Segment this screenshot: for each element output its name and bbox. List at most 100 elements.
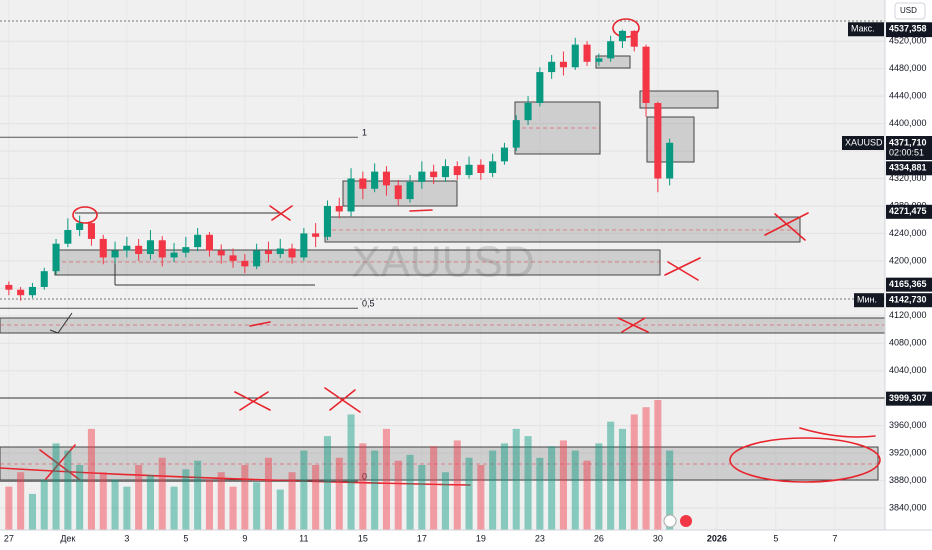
circle-mark <box>612 18 640 38</box>
price-tag-box <box>854 293 884 308</box>
volume-bar <box>536 457 544 530</box>
price-tag: Макс. <box>851 24 875 34</box>
x-tick-label: 5 <box>773 533 778 543</box>
volume-bar <box>642 407 650 530</box>
x-tick-label: 30 <box>653 533 663 543</box>
scribble <box>0 467 471 486</box>
y-tick-label: 3960,000 <box>889 420 927 430</box>
volume-bar <box>654 400 662 530</box>
candle-body <box>406 181 414 200</box>
volume-bar <box>170 486 178 530</box>
candle-body <box>666 142 674 179</box>
volume-bar <box>300 450 308 530</box>
volume-bar <box>666 450 674 530</box>
scribble <box>409 209 433 212</box>
y-tick-label: 4240,000 <box>889 228 927 238</box>
x-tick-label: 23 <box>535 533 545 543</box>
candle-body <box>276 248 284 255</box>
price-tag-box <box>848 22 884 37</box>
candle-body <box>630 30 638 47</box>
candle-body <box>359 178 367 189</box>
scribble <box>799 427 876 438</box>
y-tick-label: 4520,000 <box>889 36 927 46</box>
candle-body <box>146 240 154 255</box>
candle-body <box>500 147 508 162</box>
volume-bar <box>371 450 379 530</box>
price-label: 4371,710 <box>889 137 927 147</box>
candle-body <box>595 58 603 62</box>
y-tick-label: 4400,000 <box>889 118 927 128</box>
candle-body <box>217 250 225 256</box>
volume-bar <box>595 443 603 530</box>
price-axis <box>885 0 932 550</box>
price-label: 4271,475 <box>889 206 927 216</box>
candle-body <box>418 171 426 182</box>
volume-bar <box>229 486 237 530</box>
zone-box <box>0 317 886 334</box>
price-tag: Мин. <box>857 295 877 305</box>
countdown: 02:00:51 <box>889 147 924 157</box>
currency-button[interactable] <box>894 2 926 20</box>
candle-body <box>64 229 72 244</box>
currency: USD <box>900 6 917 15</box>
candle-body <box>371 171 379 189</box>
candle-body <box>618 30 626 42</box>
candle-body <box>559 61 567 68</box>
y-tick-label: 4440,000 <box>889 90 927 100</box>
volume-bar <box>382 428 390 530</box>
cross-mark <box>664 257 701 281</box>
event-icon[interactable] <box>680 515 692 527</box>
price-label-box <box>886 161 932 176</box>
candle-body <box>87 223 95 239</box>
volume-bar <box>359 443 367 530</box>
price-label-box <box>886 391 932 406</box>
price-label-box <box>886 293 932 308</box>
volume-bar <box>583 460 591 530</box>
candle-body <box>170 252 178 258</box>
candles <box>5 29 674 301</box>
candle-body <box>264 250 272 255</box>
volume-bar <box>548 446 556 530</box>
circle-mark <box>72 206 98 224</box>
fib-label: 0 <box>362 472 367 482</box>
volume-bar <box>512 428 520 530</box>
price-label: 4165,365 <box>889 279 927 289</box>
fib-label: 0,5 <box>362 299 375 309</box>
price-label-box <box>886 277 932 292</box>
y-tick-label: 4080,000 <box>889 338 927 348</box>
price-tag: XAUUSD <box>845 137 883 147</box>
fib-levels: 10,50 <box>0 128 375 482</box>
x-tick-label: 9 <box>242 533 247 543</box>
candle-body <box>347 178 355 212</box>
zone-box <box>54 249 661 276</box>
price-label: 3999,307 <box>889 393 927 403</box>
event-icon[interactable] <box>663 514 677 528</box>
cross-mark <box>39 444 81 481</box>
volume-bar <box>312 465 320 530</box>
volume-bar <box>288 472 296 530</box>
candle-body <box>28 286 36 296</box>
candle-body <box>135 245 143 255</box>
price-label-box <box>886 204 932 219</box>
candle-body <box>182 247 190 253</box>
candle-body <box>17 289 25 296</box>
y-tick-label: 4040,000 <box>889 365 927 375</box>
y-tick-label: 3880,000 <box>889 475 927 485</box>
candle-body <box>229 255 237 261</box>
volume-bar <box>87 428 95 530</box>
volume-bar <box>394 460 402 530</box>
x-tick-label: 17 <box>417 533 427 543</box>
fib-label: 1 <box>362 128 367 138</box>
candle-body <box>335 205 343 212</box>
price-label-box <box>886 135 932 160</box>
volume-bar <box>253 482 261 530</box>
volume-bar <box>52 443 60 530</box>
candle-body <box>536 72 544 103</box>
volume-bar <box>5 486 13 530</box>
volume-bar <box>571 450 579 530</box>
volume-bar <box>477 465 485 530</box>
candle-body <box>76 223 84 230</box>
x-tick-label: 19 <box>476 533 486 543</box>
volume-bar <box>618 428 626 530</box>
